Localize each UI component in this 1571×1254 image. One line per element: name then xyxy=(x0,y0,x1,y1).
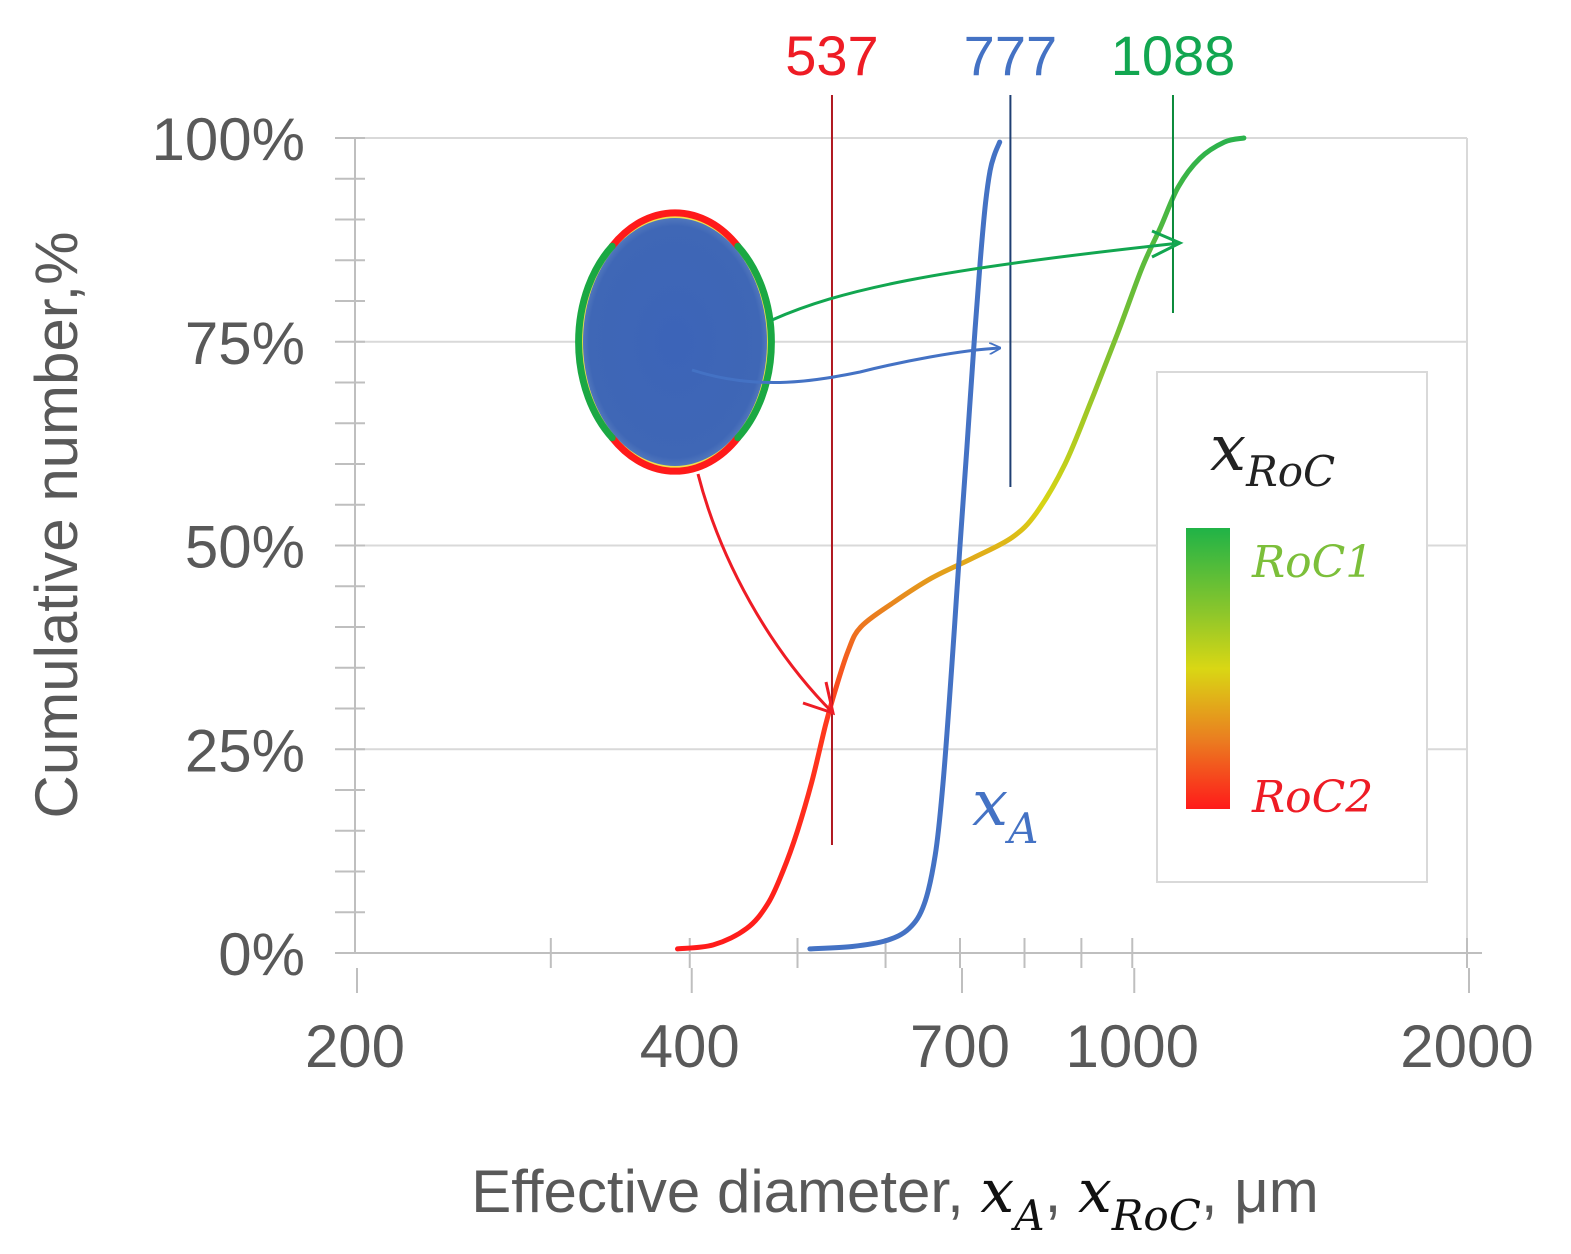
marker-layer: 537 777 1088 xyxy=(785,24,1235,845)
x-tick-label: 1000 xyxy=(1066,1013,1199,1080)
arrow-to-roc2 xyxy=(696,473,835,715)
legend-title: xRoC xyxy=(1210,412,1335,496)
legend-label-roc2: RoC2 xyxy=(1251,772,1373,823)
particle-body xyxy=(583,218,767,466)
marker-label-777: 777 xyxy=(964,24,1057,87)
arrows xyxy=(691,229,1184,716)
gridlines xyxy=(335,137,1482,954)
marker-label-1088: 1088 xyxy=(1111,24,1236,87)
arrow-to-roc1 xyxy=(771,241,1181,322)
legend: xRoC RoC1 RoC2 xyxy=(1156,371,1428,883)
particle-illustration xyxy=(575,209,775,475)
series-line-xroc xyxy=(675,135,1247,952)
y-tick-label: 50% xyxy=(185,514,305,581)
y-axis-ticks: 0% 25% 50% 75% 100% xyxy=(152,106,365,988)
arrow-to-xa xyxy=(691,348,1000,385)
particle-edge-roc2-top xyxy=(608,209,742,250)
arrow-head-roc2 xyxy=(802,681,836,716)
series-line-xa xyxy=(807,139,1003,952)
legend-label-roc1: RoC1 xyxy=(1251,537,1373,588)
x-tick-label: 400 xyxy=(640,1013,740,1080)
particle-edge-roc2-bottom xyxy=(608,434,742,475)
series-layer xyxy=(675,135,1247,952)
particle-edge-roc1-left xyxy=(575,242,616,442)
x-tick-label: 700 xyxy=(910,1013,1010,1080)
particle-edge-roc1-right xyxy=(734,242,775,442)
x-axis-title: Effective diameter, xA, xRoC, μm xyxy=(471,1157,1318,1240)
y-tick-label: 25% xyxy=(185,717,305,784)
x-tick-label: 200 xyxy=(305,1013,405,1080)
x-axis-ticks: 200 400 700 1000 2000 xyxy=(305,938,1534,1080)
y-tick-label: 100% xyxy=(152,106,305,173)
legend-colorbar xyxy=(1186,528,1230,809)
y-tick-label: 0% xyxy=(218,921,305,988)
y-axis-title: Cumulative number,% xyxy=(23,232,90,819)
y-tick-label: 75% xyxy=(185,310,305,377)
arrow-head-roc1 xyxy=(1151,229,1184,259)
curve-label-xa: xA xyxy=(972,767,1038,853)
x-tick-label: 2000 xyxy=(1400,1013,1533,1080)
marker-label-537: 537 xyxy=(785,24,878,87)
